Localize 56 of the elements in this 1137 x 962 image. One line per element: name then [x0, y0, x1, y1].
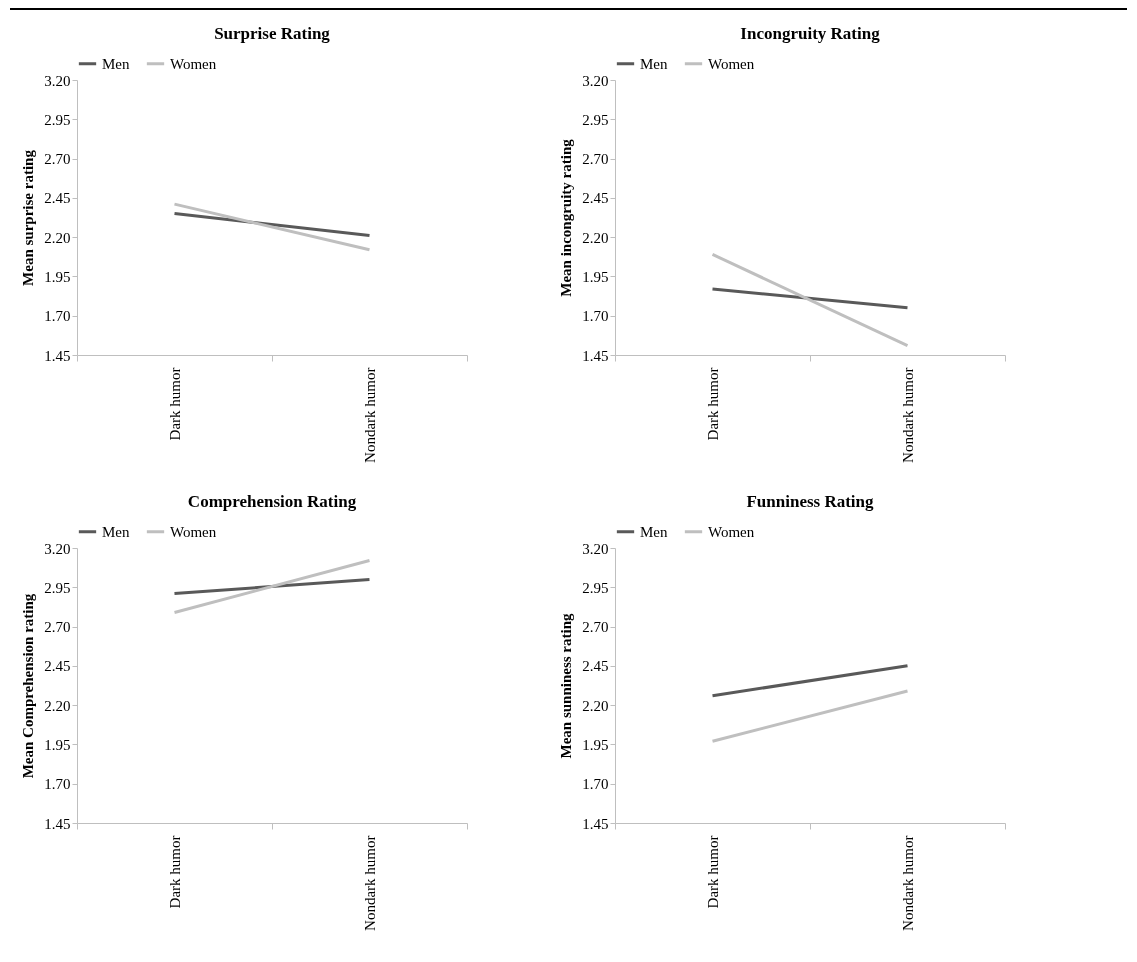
y-tick-label: 2.70 [582, 151, 609, 168]
y-tick-label: 3.20 [44, 72, 71, 89]
legend-label: Women [708, 523, 755, 540]
y-tick-label: 2.45 [44, 658, 71, 675]
legend-label: Men [640, 55, 668, 72]
y-tick-label: 1.95 [44, 736, 71, 753]
x-tick-label: Nondark humor [900, 835, 916, 931]
legend-label: Men [640, 523, 668, 540]
y-tick-label: 1.70 [582, 308, 609, 325]
y-tick-label: 3.20 [44, 540, 71, 557]
x-tick-label: Dark humor [705, 835, 721, 909]
y-tick-label: 2.20 [582, 697, 609, 714]
y-tick-label: 2.95 [582, 111, 609, 128]
y-tick-label: 1.45 [582, 815, 609, 832]
y-tick-label: 1.45 [44, 347, 71, 364]
y-tick-label: 1.95 [582, 736, 609, 753]
y-axis-title: Mean Comprehension rating [20, 593, 37, 779]
y-tick-label: 1.95 [582, 268, 609, 285]
y-tick-label: 3.20 [582, 540, 609, 557]
legend-label: Men [102, 55, 130, 72]
y-tick-label: 2.45 [582, 658, 609, 675]
y-tick-label: 2.95 [44, 579, 71, 596]
y-tick-label: 1.70 [44, 776, 71, 793]
y-tick-label: 2.45 [44, 190, 71, 207]
x-tick-label: Nondark humor [900, 367, 916, 463]
y-tick-label: 2.45 [582, 190, 609, 207]
y-tick-label: 2.20 [44, 697, 71, 714]
legend-label: Men [102, 523, 130, 540]
chart-title: Surprise Rating [214, 24, 331, 43]
y-tick-label: 2.20 [582, 229, 609, 246]
y-tick-label: 2.95 [582, 579, 609, 596]
y-tick-label: 2.20 [44, 229, 71, 246]
chart-title: Incongruity Rating [740, 24, 881, 43]
y-tick-label: 1.45 [44, 815, 71, 832]
y-tick-label: 1.45 [582, 347, 609, 364]
y-tick-label: 2.70 [44, 619, 71, 636]
x-tick-label: Nondark humor [362, 835, 378, 931]
y-tick-label: 1.70 [44, 308, 71, 325]
x-tick-label: Dark humor [167, 835, 183, 909]
chart-title: Comprehension Rating [187, 492, 357, 511]
y-tick-label: 2.95 [44, 111, 71, 128]
y-tick-label: 2.70 [582, 619, 609, 636]
chart-title: Funniness Rating [746, 492, 875, 511]
y-tick-label: 3.20 [582, 72, 609, 89]
legend-label: Women [170, 55, 217, 72]
y-tick-label: 1.95 [44, 268, 71, 285]
y-tick-label: 2.70 [44, 151, 71, 168]
x-tick-label: Dark humor [167, 367, 183, 441]
legend-label: Women [170, 523, 217, 540]
y-tick-label: 1.70 [582, 776, 609, 793]
y-axis-title: Mean incongruity rating [558, 138, 575, 297]
y-axis-title: Mean sunniness rating [558, 612, 575, 759]
y-axis-title: Mean surprise rating [20, 149, 37, 286]
x-tick-label: Nondark humor [362, 367, 378, 463]
legend-label: Women [708, 55, 755, 72]
x-tick-label: Dark humor [705, 367, 721, 441]
